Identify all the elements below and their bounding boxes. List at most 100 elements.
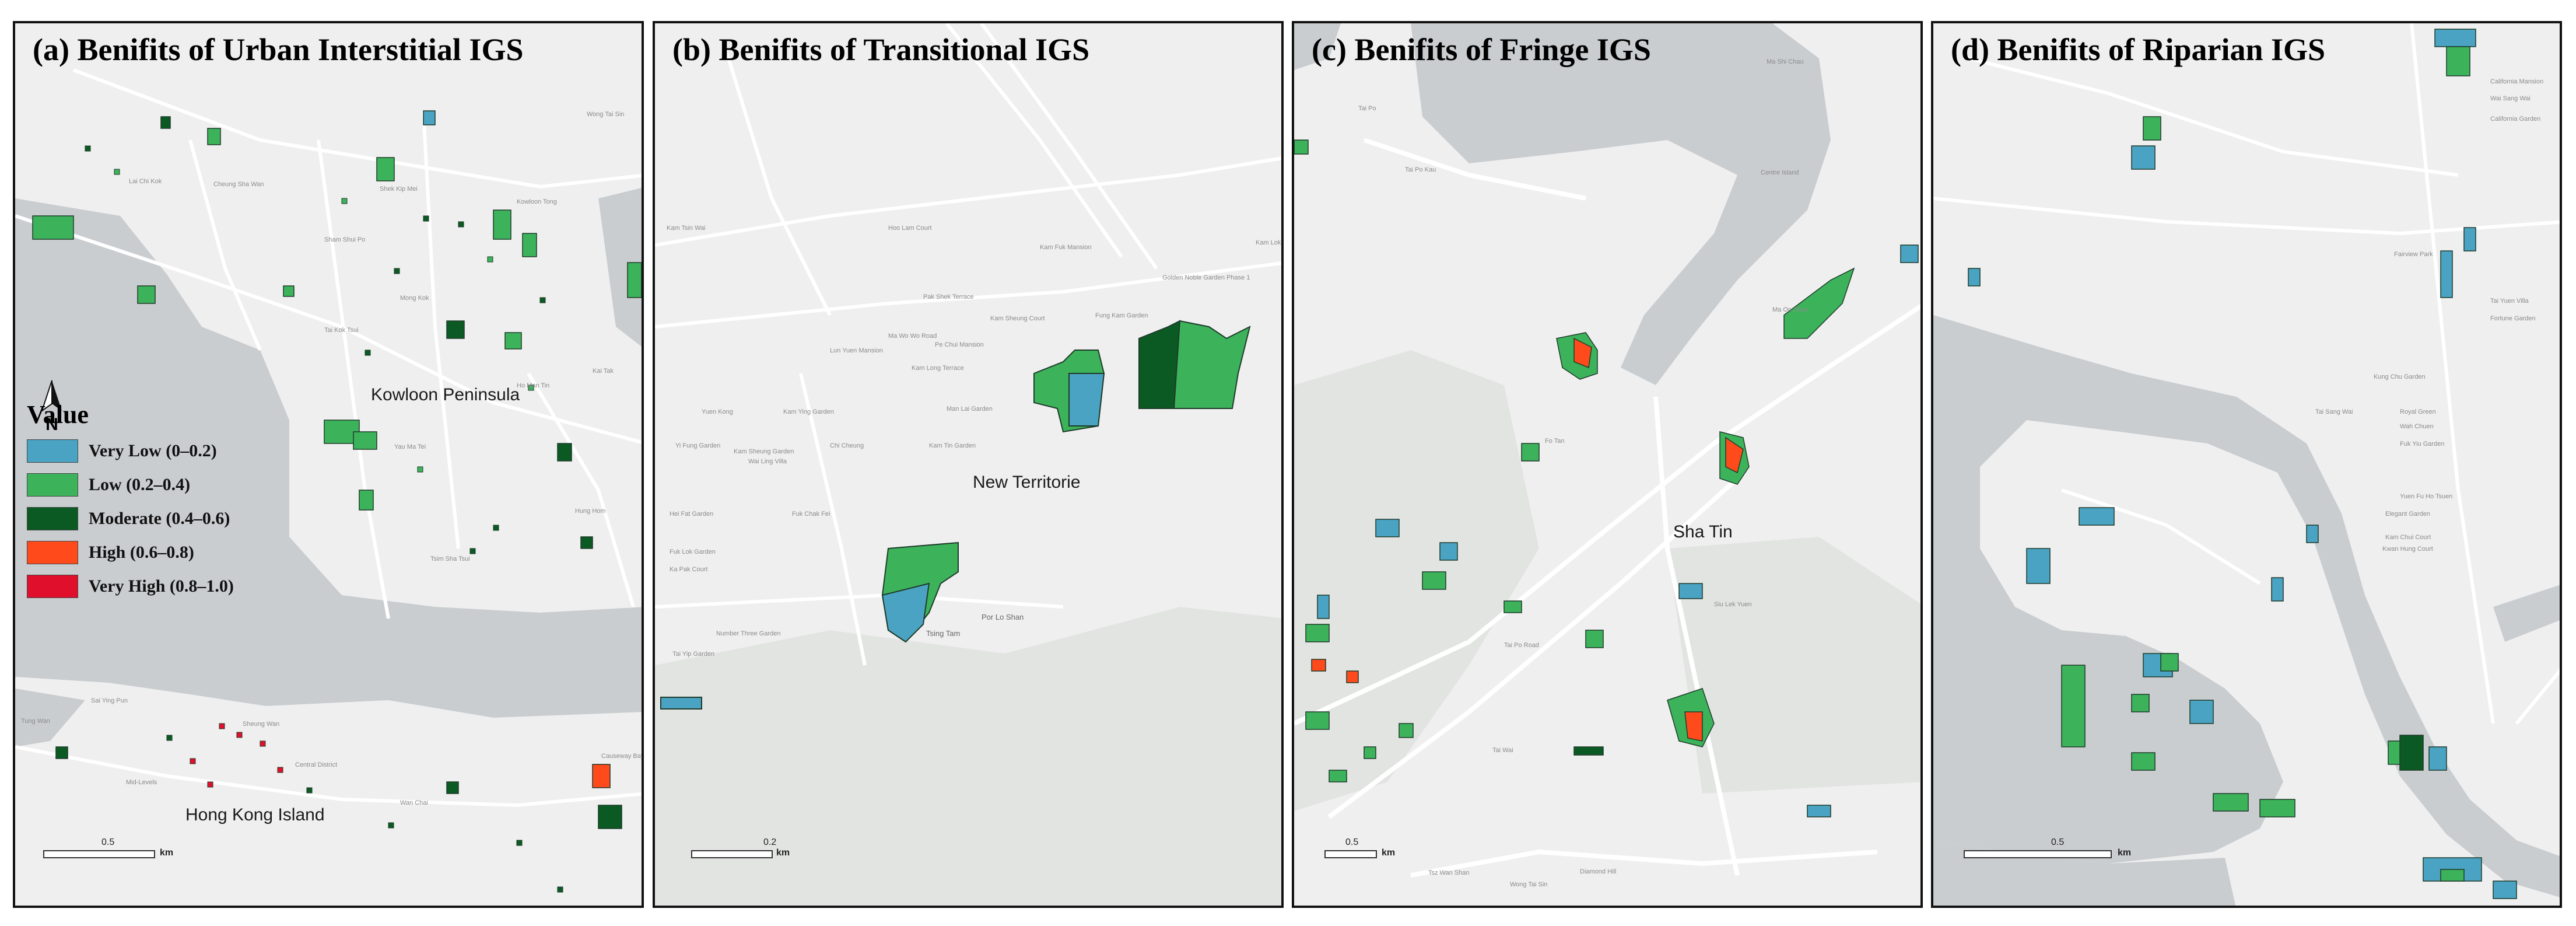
place-label: Elegant Garden [2385,511,2431,518]
place-label: Ka Pak Court [670,566,708,573]
scale-bar: 0.5 km [43,837,195,861]
map-panel-b: (b) Benifits of Transitional IGS New Ter… [653,21,1284,908]
place-label: Number Three Garden [716,630,781,637]
map-canvas-c [1294,23,1920,906]
legend-title: Value [27,400,89,429]
place-label: Tai Yuen Villa [2490,298,2529,305]
map-panel-d: (d) Benifits of Riparian IGS California … [1931,21,2562,908]
scale-unit: km [2118,848,2132,858]
place-label: Centre Island [1761,169,1799,176]
place-label: Tai Po [1358,105,1376,112]
place-label: Royal Green [2400,408,2436,415]
legend-item: Moderate (0.4–0.6) [27,502,234,536]
place-label: Causeway Bay [601,753,644,760]
place-label: Fuk Yiu Garden [2400,441,2445,448]
map-canvas-b [655,23,1281,906]
panel-title: (c) Benifits of Fringe IGS [1312,32,1651,67]
place-label: Kai Tak [593,368,614,375]
north-arrow: N [38,379,65,435]
place-label: Chi Cheung [830,442,864,449]
place-label: Tai Kok Tsui [324,327,359,334]
igs-patches [32,110,642,829]
igs-patches [1294,139,1919,817]
place-label: California Garden [2490,116,2541,123]
legend-label: High (0.6–0.8) [89,543,194,562]
place-label: Mong Kok [400,295,429,302]
water-body [598,187,642,347]
map-canvas-a [15,23,642,906]
place-label: Ma On Shan [1772,306,1809,313]
legend-label: Very Low (0–0.2) [89,441,217,460]
igs-dots [85,145,563,893]
place-label-major: Sha Tin [1673,522,1733,541]
place-label: Central District [295,761,338,768]
place-label: Wai Sang Wai [2490,95,2531,102]
legend-swatch [27,575,78,598]
place-label: Tsz Wan Shan [1428,869,1470,876]
place-label: Por Lo Shan [982,613,1024,621]
scale-value: 0.2 [763,837,777,847]
place-label: Tsing Tam [926,629,961,638]
scale-bar-graphic [43,850,155,858]
water-body [1411,23,1831,385]
legend-label: Very High (0.8–1.0) [89,576,234,596]
river [2493,585,2560,642]
north-arrow-icon [41,380,62,413]
scale-value: 0.5 [1345,837,1359,847]
place-label: Fo Tan [1545,438,1565,445]
place-label: Wai Ling Villa [748,458,787,465]
legend-swatch [27,473,78,497]
legend-item: Very Low (0–0.2) [27,434,234,468]
place-label: Kowloon Tong [517,198,557,205]
scale-unit: km [1382,848,1396,858]
place-label: Wan Chai [400,799,428,806]
scale-bar-graphic [1324,850,1377,858]
scale-unit: km [160,848,174,858]
place-label: Yi Fung Garden [675,442,721,449]
place-label: California Mansion [2490,78,2544,85]
place-label: Hung Hom [575,508,606,515]
place-label: Mid-Levels [126,779,157,786]
place-label: Lun Yuen Mansion [830,347,883,354]
place-label: Sham Shui Po [324,236,366,243]
road-network [1294,138,1920,878]
place-label: Ma Wo Wo Road [888,333,937,340]
water-body [15,198,642,718]
legend: Value Very Low (0–0.2) Low (0.2–0.4) Mod… [27,400,234,603]
place-label: Fortune Garden [2490,315,2536,322]
place-label: Hei Fat Garden [670,511,714,518]
place-label: Hoo Lam Court [888,225,932,232]
scale-bar-graphic [1964,850,2112,858]
north-label: N [45,415,58,434]
scale-bar: 0.5 km [1324,837,1476,861]
place-label: Kam Tin Garden [929,442,976,449]
place-label: Kwan Hung Court [2382,546,2433,553]
place-label: Tai Po Road [1504,642,1539,649]
legend-item: Low (0.2–0.4) [27,468,234,502]
place-label-major: Hong Kong Island [185,805,325,824]
scale-value: 0.5 [101,837,115,847]
igs-patches [1968,29,2517,899]
map-canvas-d [1933,23,2560,906]
place-label: Fairview Park [2394,251,2433,258]
place-label: Sai Ying Pun [91,697,128,704]
road-network [1933,23,2560,725]
place-label-major: New Territorie [973,473,1081,492]
place-label: Wong Tai Sin [587,111,625,118]
place-label: Fuk Chak Fei [792,511,830,518]
place-label: Sheung Wan [243,721,280,728]
legend-label: Moderate (0.4–0.6) [89,509,230,528]
place-label: Yau Ma Tei [394,443,426,450]
place-label: Kam Fuk Mansion [1040,244,1092,251]
legend-swatch [27,507,78,530]
place-label: Tai Sang Wai [2315,408,2353,415]
water-body [15,689,85,747]
road-network [15,68,642,808]
scale-value: 0.5 [2051,837,2065,847]
place-label: Kam Chui Court [2385,534,2431,541]
place-label-major: Kowloon Peninsula [371,385,520,404]
place-label: Siu Lek Yuen [1714,601,1752,608]
place-label: Fuk Lok Garden [670,548,716,555]
place-label: Kung Chu Garden [2374,373,2426,380]
map-panel-c: (c) Benifits of Fringe IGS Sha Tin Tai P… [1292,21,1923,908]
